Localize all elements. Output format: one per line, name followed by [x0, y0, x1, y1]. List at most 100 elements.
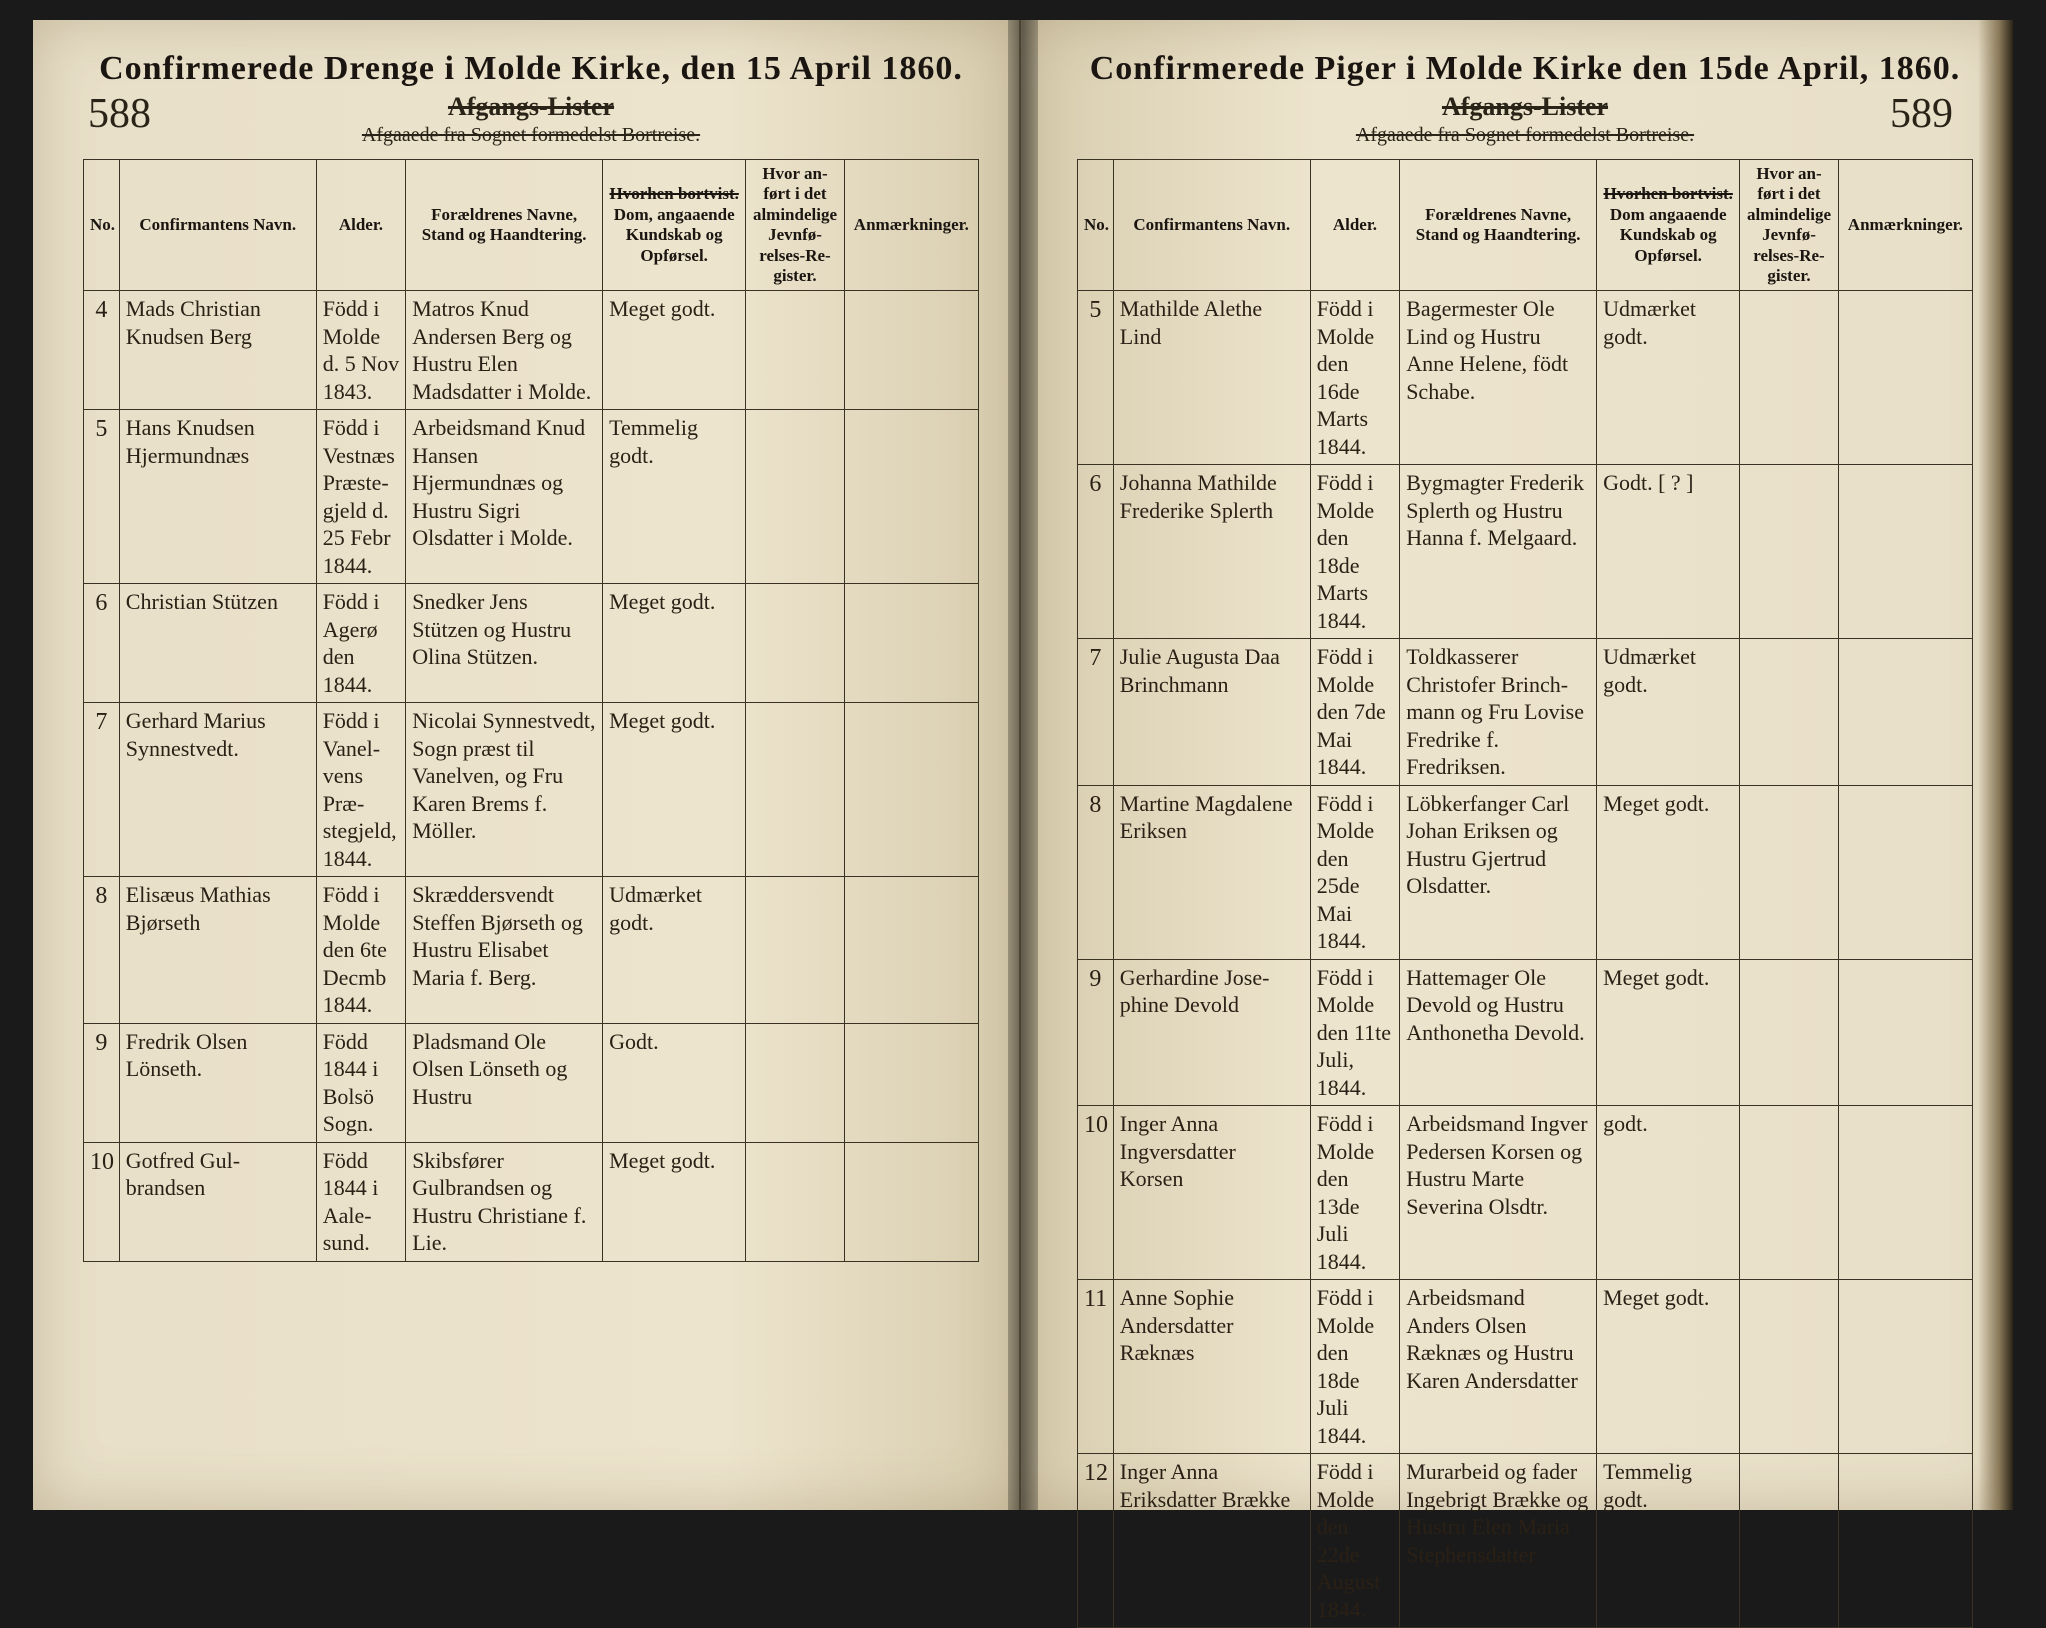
col-header-judge: Hvorhen bort­vist.Dom angaa­ende Kundska… [1597, 160, 1740, 291]
table-header-row: No. Confirmantens Navn. Alder. Forældren… [84, 160, 979, 291]
cell-age: Född i Molde den 18de Marts 1844. [1310, 465, 1400, 639]
cell-parents: Skræddersvendt Steffen Bjørseth og Hustr… [406, 877, 603, 1024]
cell-notes [1838, 1454, 1972, 1628]
cell-parents: Bygmagter Frederik Splerth og Hustru Han… [1400, 465, 1597, 639]
cell-notes [844, 291, 978, 410]
right-page-title: Confirmerede Piger i Molde Kirke den 15d… [1077, 50, 1973, 88]
cell-no: 9 [1078, 959, 1114, 1106]
cell-parents: Hattemager Ole Devold og Hustru An­thone… [1400, 959, 1597, 1106]
cell-notes [844, 410, 978, 584]
cell-age: Född i Molde d. 5 Nov 1843. [316, 291, 406, 410]
cell-notes [1838, 291, 1972, 465]
cell-name: Martine Magda­lene Eriksen [1113, 785, 1310, 959]
cell-judge: godt. [1597, 1106, 1740, 1280]
col-header-no: No. [1078, 160, 1114, 291]
cell-reg [1740, 1106, 1838, 1280]
left-register-table: No. Confirmantens Navn. Alder. Forældren… [83, 159, 979, 1262]
left-page: 588 Confirmerede Drenge i Molde Kirke, d… [33, 20, 1021, 1510]
left-struck-subtitle: Afgangs-Lister [83, 92, 979, 122]
cell-reg [746, 584, 844, 703]
cell-name: Mads Christian Knudsen Berg [119, 291, 316, 410]
cell-no: 5 [1078, 291, 1114, 465]
cell-no: 7 [1078, 639, 1114, 786]
col-header-name: Confirmantens Navn. [119, 160, 316, 291]
col-header-judge: Hvorhen bortvist.Dom, angaa­ende Kundska… [603, 160, 746, 291]
cell-no: 9 [84, 1023, 120, 1142]
cell-reg [1740, 1280, 1838, 1454]
cell-notes [844, 877, 978, 1024]
cell-notes [1838, 959, 1972, 1106]
cell-judge: Meget godt. [603, 703, 746, 877]
church-register-book: 588 Confirmerede Drenge i Molde Kirke, d… [33, 20, 2013, 1510]
cell-reg [1740, 959, 1838, 1106]
cell-age: Född 1844 i Aale­sund. [316, 1142, 406, 1261]
cell-judge: Meget godt. [1597, 785, 1740, 959]
cell-no: 8 [84, 877, 120, 1024]
right-struck-subtitle: Afgangs-Lister [1077, 92, 1973, 122]
cell-no: 5 [84, 410, 120, 584]
cell-parents: Arbeidsmand Knud Hansen Hjermundnæs og H… [406, 410, 603, 584]
cell-age: Född i Vanel­vens Præ­stegjeld, 1844. [316, 703, 406, 877]
col-header-parents: Forældrenes Nav­ne, Stand og Haandtering… [1400, 160, 1597, 291]
cell-name: Johanna Mathilde Frederike Splerth [1113, 465, 1310, 639]
table-row: 9Gerhardine Jose­phine DevoldFödd i Mold… [1078, 959, 1973, 1106]
table-row: 11Anne Sophie Andersdatter RæknæsFödd i … [1078, 1280, 1973, 1454]
cell-age: Född i Molde den 25de Mai 1844. [1310, 785, 1400, 959]
cell-name: Elisæus Mathias Bjørseth [119, 877, 316, 1024]
cell-parents: Pladsmand Ole Olsen Lönseth og Hustru [406, 1023, 603, 1142]
table-row: 5Mathilde Alethe LindFödd i Molde den 16… [1078, 291, 1973, 465]
page-number-left: 588 [88, 90, 151, 138]
cell-notes [1838, 1280, 1972, 1454]
col-header-age: Alder. [1310, 160, 1400, 291]
cell-age: Född 1844 i Bolsö Sogn. [316, 1023, 406, 1142]
cell-no: 7 [84, 703, 120, 877]
cell-reg [746, 410, 844, 584]
right-page: 589 Confirmerede Piger i Molde Kirke den… [1021, 20, 2013, 1510]
col-header-no: No. [84, 160, 120, 291]
cell-reg [1740, 1454, 1838, 1628]
cell-age: Född i Molde den 6te Decmb 1844. [316, 877, 406, 1024]
cell-name: Gotfred Gul­brandsen [119, 1142, 316, 1261]
cell-reg [1740, 639, 1838, 786]
cell-age: Född i Molde den 18de Juli 1844. [1310, 1280, 1400, 1454]
cell-name: Gerhardine Jose­phine Devold [1113, 959, 1310, 1106]
cell-judge: Meget godt. [603, 584, 746, 703]
table-row: 5Hans Knudsen HjermundnæsFödd i Vestnæs … [84, 410, 979, 584]
cell-parents: Murarbeid og fader Inge­brigt Brække og … [1400, 1454, 1597, 1628]
left-page-title: Confirmerede Drenge i Molde Kirke, den 1… [83, 50, 979, 88]
col-header-parents: Forældrenes Navne, Stand og Haandtering. [406, 160, 603, 291]
cell-age: Född i Vestnæs Præste­gjeld d. 25 Febr 1… [316, 410, 406, 584]
cell-parents: Nicolai Syn­nestvedt, Sogn præst til Van… [406, 703, 603, 877]
cell-name: Inger Anna Eriksdatter Brække [1113, 1454, 1310, 1628]
page-number-right: 589 [1890, 90, 1953, 138]
cell-age: Född i Molde den 13de Juli 1844. [1310, 1106, 1400, 1280]
cell-parents: Toldkasserer Christofer Brinch­mann og F… [1400, 639, 1597, 786]
cell-judge: Udmærket godt. [1597, 291, 1740, 465]
cell-judge: Temmelig godt. [1597, 1454, 1740, 1628]
table-row: 6Christian StützenFödd i Agerø den 1844.… [84, 584, 979, 703]
cell-notes [1838, 465, 1972, 639]
cell-age: Född i Molde den 16de Marts 1844. [1310, 291, 1400, 465]
cell-no: 10 [84, 1142, 120, 1261]
cell-no: 12 [1078, 1454, 1114, 1628]
cell-age: Född i Agerø den 1844. [316, 584, 406, 703]
cell-notes [844, 584, 978, 703]
table-row: 12Inger Anna Eriksdatter BrækkeFödd i Mo… [1078, 1454, 1973, 1628]
cell-age: Född i Molde den 7de Mai 1844. [1310, 639, 1400, 786]
cell-parents: Matros Knud Andersen Berg og Hustru Elen… [406, 291, 603, 410]
cell-judge: Meget godt. [603, 1142, 746, 1261]
cell-judge: Godt. [ ? ] [1597, 465, 1740, 639]
table-row: 10Gotfred Gul­brandsenFödd 1844 i Aale­s… [84, 1142, 979, 1261]
cell-judge: Meget godt. [1597, 959, 1740, 1106]
cell-judge: Godt. [603, 1023, 746, 1142]
cell-judge: Udmærket godt. [1597, 639, 1740, 786]
cell-judge: Meget godt. [603, 291, 746, 410]
cell-judge: Temmelig godt. [603, 410, 746, 584]
cell-reg [1740, 465, 1838, 639]
cell-parents: Löbkerfanger Carl Johan Eriksen og Hustr… [1400, 785, 1597, 959]
cell-name: Gerhard Marius Synnestvedt. [119, 703, 316, 877]
cell-reg [746, 291, 844, 410]
cell-name: Fredrik Olsen Lönseth. [119, 1023, 316, 1142]
cell-name: Mathilde Alethe Lind [1113, 291, 1310, 465]
cell-name: Inger Anna Ingversdatter Korsen [1113, 1106, 1310, 1280]
